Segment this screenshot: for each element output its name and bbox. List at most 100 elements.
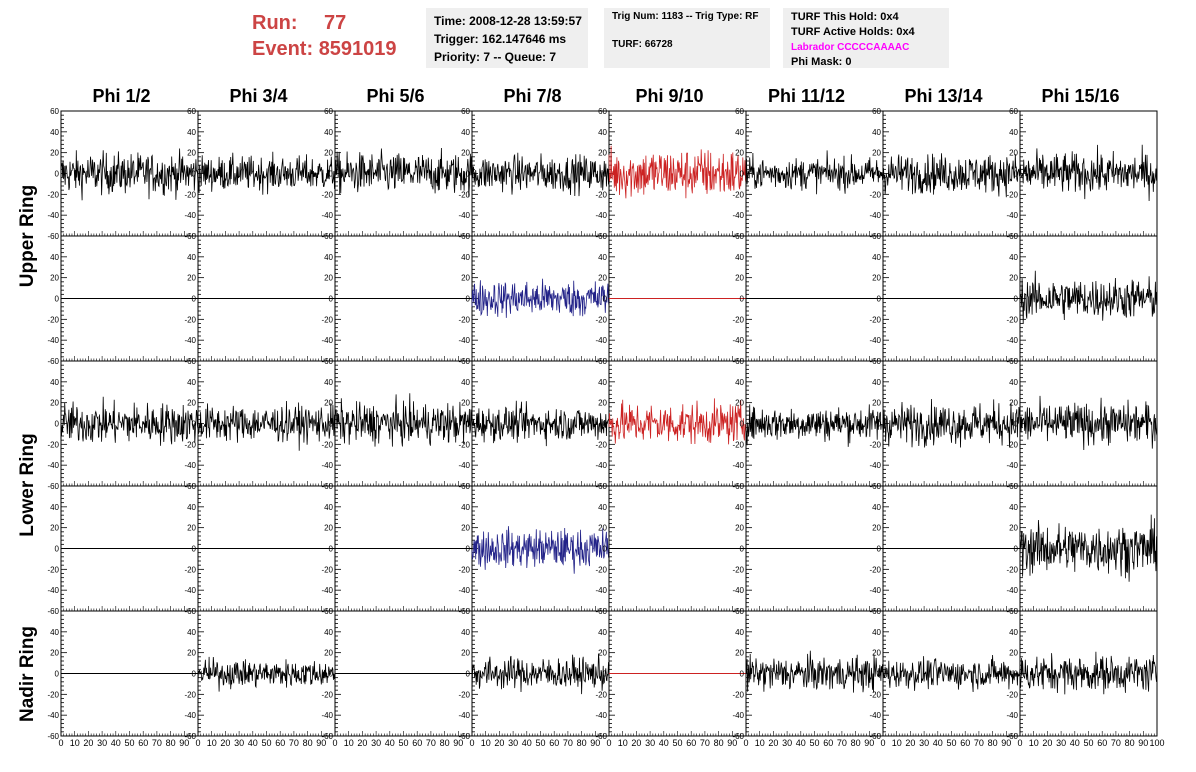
time-text: Time: 2008-12-28 13:59:57 — [434, 14, 582, 28]
y-tick-label: 40 — [598, 628, 607, 637]
x-tick-label: 30 — [1056, 738, 1066, 748]
y-tick-label: 20 — [187, 524, 196, 533]
y-tick-label: 20 — [872, 399, 881, 408]
trigger-text: Trigger: 162.147646 ms — [434, 32, 567, 46]
waveform-trace — [1019, 514, 1158, 582]
labrador-text: Labrador CCCCCAAAAC — [791, 42, 910, 53]
y-tick-label: 0 — [329, 545, 334, 554]
x-tick-label: 0 — [195, 738, 200, 748]
run-event-box: Run: 77 Event: 8591019 — [252, 10, 397, 62]
y-tick-label: 40 — [735, 253, 744, 262]
y-tick-label: 60 — [872, 107, 881, 116]
y-tick-label: 20 — [324, 149, 333, 158]
x-tick-label: 40 — [933, 738, 943, 748]
x-tick-label: 90 — [1138, 738, 1148, 748]
x-tick-label: 70 — [563, 738, 573, 748]
x-tick-label: 20 — [768, 738, 778, 748]
y-tick-label: 60 — [187, 107, 196, 116]
y-tick-label: -40 — [458, 586, 470, 595]
x-tick-label: 90 — [179, 738, 189, 748]
waveform-trace — [471, 526, 610, 574]
x-tick-label: 100 — [1149, 738, 1164, 748]
event-label: Event: — [252, 38, 314, 60]
y-tick-label: 40 — [735, 128, 744, 137]
x-tick-label: 90 — [590, 738, 600, 748]
y-tick-label: -40 — [595, 711, 607, 720]
x-tick-label: 30 — [97, 738, 107, 748]
y-tick-label: 0 — [192, 420, 197, 429]
y-tick-label: 40 — [187, 253, 196, 262]
x-tick-label: 20 — [631, 738, 641, 748]
waveform-trace — [471, 278, 610, 318]
y-tick-label: 20 — [1009, 149, 1018, 158]
y-tick-label: -40 — [47, 211, 59, 220]
y-tick-label: 20 — [735, 149, 744, 158]
x-tick-label: 30 — [919, 738, 929, 748]
y-tick-label: 0 — [740, 170, 745, 179]
y-tick-label: 20 — [461, 274, 470, 283]
x-tick-label: 30 — [645, 738, 655, 748]
waveform-trace — [745, 650, 884, 693]
y-tick-label: -40 — [458, 711, 470, 720]
waveform-trace — [745, 404, 884, 447]
x-tick-label: 60 — [1097, 738, 1107, 748]
y-tick-label: 40 — [324, 378, 333, 387]
y-tick-label: 40 — [187, 628, 196, 637]
y-tick-label: -20 — [869, 440, 881, 449]
y-tick-label: 20 — [324, 274, 333, 283]
y-tick-label: 0 — [55, 670, 60, 679]
y-tick-label: -60 — [321, 732, 333, 741]
waveform-trace — [882, 153, 1021, 198]
waveform-trace — [197, 656, 336, 692]
y-tick-label: -40 — [732, 586, 744, 595]
panel-frame — [471, 235, 610, 362]
y-tick-label: 0 — [877, 545, 882, 554]
y-tick-label: -40 — [595, 461, 607, 470]
x-tick-label: 10 — [344, 738, 354, 748]
y-tick-label: -40 — [458, 211, 470, 220]
y-tick-label: 20 — [324, 649, 333, 658]
y-tick-label: -60 — [595, 732, 607, 741]
x-tick-label: 30 — [782, 738, 792, 748]
y-tick-label: -40 — [321, 211, 333, 220]
y-tick-label: 0 — [877, 170, 882, 179]
y-tick-label: -60 — [47, 232, 59, 241]
x-tick-label: 50 — [946, 738, 956, 748]
y-tick-label: -40 — [184, 711, 196, 720]
y-tick-label: 60 — [324, 107, 333, 116]
y-tick-label: -40 — [869, 586, 881, 595]
y-tick-label: -20 — [458, 440, 470, 449]
waveform-trace — [60, 396, 199, 446]
y-tick-label: 0 — [603, 670, 608, 679]
y-tick-label: 0 — [466, 420, 471, 429]
y-tick-label: -20 — [458, 690, 470, 699]
x-tick-label: 10 — [1029, 738, 1039, 748]
y-tick-label: -20 — [595, 315, 607, 324]
turf-this-hold-text: TURF This Hold: 0x4 — [791, 11, 899, 23]
y-tick-label: -40 — [321, 336, 333, 345]
y-tick-label: 60 — [735, 107, 744, 116]
y-tick-label: 0 — [192, 670, 197, 679]
y-tick-label: 20 — [324, 399, 333, 408]
y-tick-label: 20 — [187, 274, 196, 283]
y-tick-label: -20 — [47, 565, 59, 574]
x-tick-label: 80 — [166, 738, 176, 748]
y-tick-label: 20 — [1009, 649, 1018, 658]
waveform-trace — [1019, 395, 1158, 451]
y-tick-label: 40 — [1009, 253, 1018, 262]
y-tick-label: 20 — [324, 524, 333, 533]
y-tick-label: -60 — [732, 732, 744, 741]
y-tick-label: 40 — [598, 128, 607, 137]
y-tick-label: -20 — [321, 315, 333, 324]
y-tick-label: 40 — [1009, 128, 1018, 137]
x-tick-label: 90 — [453, 738, 463, 748]
y-tick-label: 40 — [50, 253, 59, 262]
x-tick-label: 50 — [398, 738, 408, 748]
y-tick-label: -60 — [458, 732, 470, 741]
x-tick-label: 10 — [207, 738, 217, 748]
y-tick-label: -40 — [47, 711, 59, 720]
waveform-trace — [1019, 270, 1158, 325]
y-tick-label: 40 — [872, 378, 881, 387]
y-tick-label: 20 — [735, 274, 744, 283]
y-tick-label: 40 — [50, 503, 59, 512]
